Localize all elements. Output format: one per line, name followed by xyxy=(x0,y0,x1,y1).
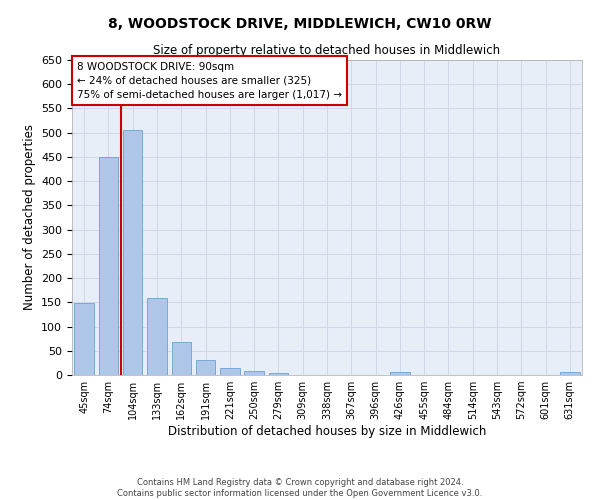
Bar xyxy=(560,372,580,375)
Bar xyxy=(99,158,118,375)
Bar xyxy=(390,372,410,375)
Bar xyxy=(147,298,167,375)
X-axis label: Distribution of detached houses by size in Middlewich: Distribution of detached houses by size … xyxy=(168,425,486,438)
Text: 8 WOODSTOCK DRIVE: 90sqm
← 24% of detached houses are smaller (325)
75% of semi-: 8 WOODSTOCK DRIVE: 90sqm ← 24% of detach… xyxy=(77,62,342,100)
Text: Contains HM Land Registry data © Crown copyright and database right 2024.
Contai: Contains HM Land Registry data © Crown c… xyxy=(118,478,482,498)
Y-axis label: Number of detached properties: Number of detached properties xyxy=(23,124,35,310)
Bar xyxy=(220,368,239,375)
Title: Size of property relative to detached houses in Middlewich: Size of property relative to detached ho… xyxy=(154,44,500,58)
Bar xyxy=(172,342,191,375)
Bar xyxy=(244,370,264,375)
Bar xyxy=(123,130,142,375)
Bar xyxy=(269,372,288,375)
Text: 8, WOODSTOCK DRIVE, MIDDLEWICH, CW10 0RW: 8, WOODSTOCK DRIVE, MIDDLEWICH, CW10 0RW xyxy=(108,18,492,32)
Bar xyxy=(74,304,94,375)
Bar xyxy=(196,360,215,375)
